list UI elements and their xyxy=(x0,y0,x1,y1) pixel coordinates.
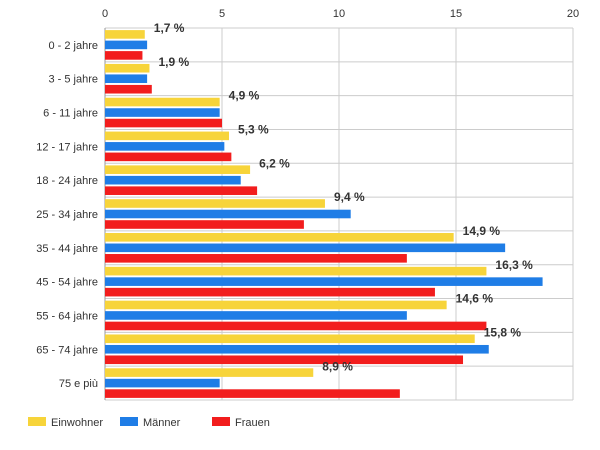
legend-swatch-frauen xyxy=(212,417,230,426)
legend-label-männer: Männer xyxy=(143,417,181,429)
bar-einwohner xyxy=(105,63,150,73)
bar-frauen xyxy=(105,220,304,229)
x-tick-label-20: 20 xyxy=(567,8,579,20)
legend-label-einwohner: Einwohner xyxy=(51,417,103,429)
category-label: 55 - 64 jahre xyxy=(36,310,98,322)
data-label: 14,6 % xyxy=(456,292,494,306)
bar-männer xyxy=(105,175,241,185)
bar-frauen xyxy=(105,254,407,263)
x-tick-label-0: 0 xyxy=(102,8,108,20)
category-label: 45 - 54 jahre xyxy=(36,277,98,289)
bar-frauen xyxy=(105,321,487,331)
bar-einwohner xyxy=(105,199,325,208)
data-label: 4,9 % xyxy=(229,89,260,103)
bar-frauen xyxy=(105,186,258,195)
data-label: 6,2 % xyxy=(259,156,290,170)
bar-frauen xyxy=(105,389,400,398)
x-tick-label-15: 15 xyxy=(450,8,462,20)
bar-männer xyxy=(105,311,407,320)
legend-label-frauen: Frauen xyxy=(235,417,270,429)
data-label: 5,3 % xyxy=(238,123,269,137)
bar-männer xyxy=(105,108,220,117)
category-label: 0 - 2 jahre xyxy=(48,40,98,52)
data-label: 16,3 % xyxy=(495,258,533,272)
data-label: 1,9 % xyxy=(158,55,189,69)
category-label: 35 - 44 jahre xyxy=(36,243,98,255)
data-label: 15,8 % xyxy=(484,325,522,339)
bar-frauen xyxy=(105,152,232,162)
data-label: 1,7 % xyxy=(154,21,185,35)
bar-frauen xyxy=(105,355,464,365)
data-label: 9,4 % xyxy=(334,190,365,204)
bar-männer xyxy=(105,40,148,50)
category-label: 75 e più xyxy=(59,378,98,390)
x-tick-label-10: 10 xyxy=(333,8,345,20)
bar-einwohner xyxy=(105,368,314,377)
category-label: 65 - 74 jahre xyxy=(36,344,98,356)
x-tick-label-5: 5 xyxy=(219,8,225,20)
bar-einwohner xyxy=(105,266,487,276)
bar-männer xyxy=(105,74,148,84)
data-label: 8,9 % xyxy=(322,359,353,373)
category-label: 3 - 5 jahre xyxy=(48,74,98,86)
bar-einwohner xyxy=(105,131,230,141)
category-label: 18 - 24 jahre xyxy=(36,175,98,187)
bar-frauen xyxy=(105,118,222,128)
category-label: 6 - 11 jahre xyxy=(43,108,98,120)
bar-einwohner xyxy=(105,165,251,174)
bar-frauen xyxy=(105,287,435,297)
bar-einwohner xyxy=(105,300,447,310)
legend-swatch-einwohner xyxy=(28,417,46,426)
bar-frauen xyxy=(105,51,143,60)
bar-einwohner xyxy=(105,97,220,107)
bar-einwohner xyxy=(105,334,475,344)
bar-einwohner xyxy=(105,30,145,39)
bar-männer xyxy=(105,243,506,253)
data-label: 14,9 % xyxy=(463,224,501,238)
bar-männer xyxy=(105,142,225,151)
bar-einwohner xyxy=(105,233,454,242)
category-label: 25 - 34 jahre xyxy=(36,209,98,221)
bar-männer xyxy=(105,378,220,388)
bar-frauen xyxy=(105,84,152,94)
bar-männer xyxy=(105,277,543,286)
category-label: 12 - 17 jahre xyxy=(36,141,98,153)
legend-swatch-männer xyxy=(120,417,138,426)
bar-männer xyxy=(105,209,351,219)
bar-männer xyxy=(105,344,489,354)
